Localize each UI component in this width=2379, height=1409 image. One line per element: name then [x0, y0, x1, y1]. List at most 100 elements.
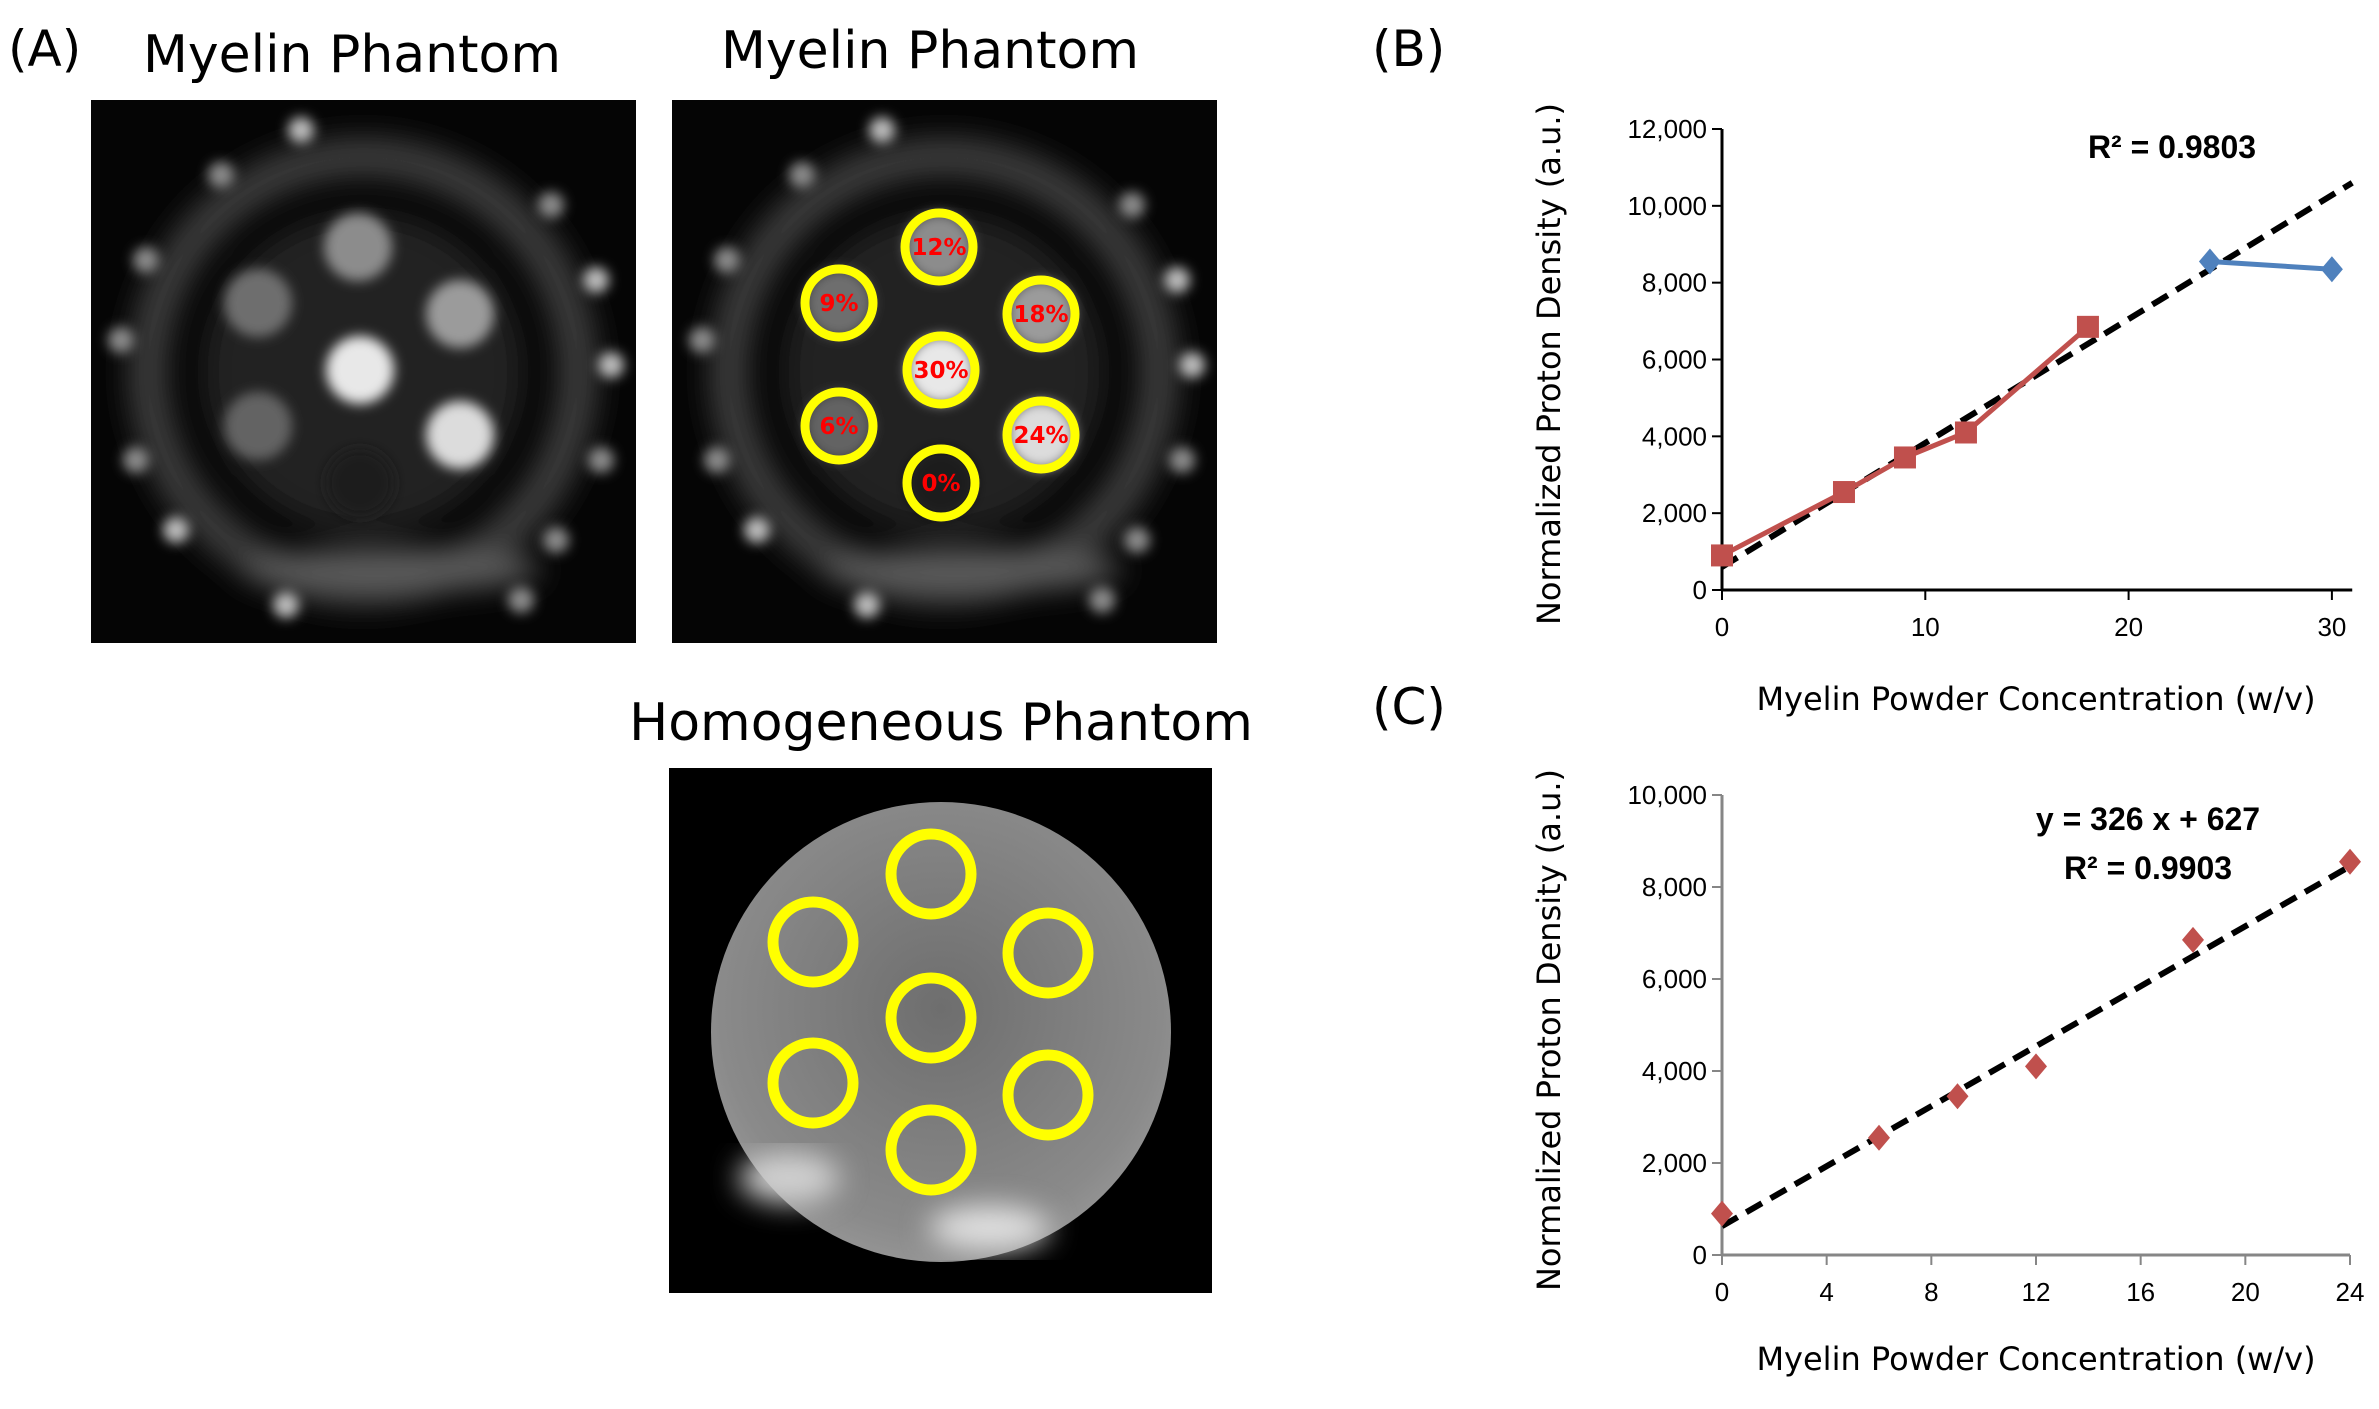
marker-dot — [273, 592, 299, 618]
marker-dot — [588, 447, 614, 473]
data-point — [2339, 848, 2361, 875]
roi-circle — [885, 972, 977, 1064]
x-tick-label: 12 — [2022, 1277, 2051, 1307]
sample-vial — [224, 392, 292, 460]
data-point — [1832, 481, 1855, 504]
panel-a-label: (A) — [8, 20, 81, 78]
x-tick-label: 16 — [2126, 1277, 2155, 1307]
sample-vial — [1007, 401, 1075, 469]
chart-b-xlabel: Myelin Powder Concentration (w/v) — [1756, 680, 2315, 718]
marker-dot — [1169, 447, 1195, 473]
roi-circle — [800, 264, 878, 342]
bright-artifacts — [739, 1153, 1049, 1250]
marker-dot — [108, 327, 134, 353]
marker-dot — [1119, 192, 1145, 218]
y-tick-label: 8,000 — [1642, 268, 1707, 298]
sample-vial — [324, 213, 392, 281]
trendline — [1720, 863, 2352, 1229]
data-point — [1868, 1124, 1890, 1151]
image3-title: Homogeneous Phantom — [629, 693, 1253, 753]
sample-vial — [805, 269, 873, 337]
series-line — [2209, 259, 2333, 272]
roi-circle — [1002, 275, 1080, 353]
y-tick-label: 0 — [1693, 1240, 1707, 1270]
marker-dot — [1179, 352, 1205, 378]
x-tick-label: 0 — [1715, 612, 1729, 642]
data-point — [1893, 446, 1916, 469]
roi-circle — [885, 1104, 977, 1196]
roi-label: 18% — [1013, 302, 1068, 328]
y-tick-label: 6,000 — [1642, 964, 1707, 994]
sample-vials — [805, 213, 1075, 517]
panel-c-label: (C) — [1372, 678, 1446, 736]
homogeneous-phantom-image — [669, 768, 1212, 1293]
marker-dot — [508, 587, 534, 613]
sample-vial — [907, 449, 975, 517]
chart-b: 0 2,000 4,000 6,000 8,000 10,000 12,000 0 10 20 30 — [1627, 114, 2354, 642]
trendline — [1720, 180, 2354, 570]
x-tick-label: 10 — [1911, 612, 1940, 642]
y-tick-label: 10,000 — [1627, 780, 1707, 810]
sample-vial — [1007, 280, 1075, 348]
roi-circle — [902, 331, 980, 409]
data-point — [2182, 926, 2204, 953]
roi-circle — [900, 208, 978, 286]
y-tick-label: 4,000 — [1642, 421, 1707, 451]
marker-dot — [208, 162, 234, 188]
data-point — [1954, 421, 1977, 444]
marker-dot — [714, 247, 740, 273]
x-tick-label: 20 — [2114, 612, 2143, 642]
y-tick-label: 6,000 — [1642, 345, 1707, 375]
y-tick-label: 0 — [1693, 575, 1707, 605]
data-point — [2076, 315, 2099, 338]
chart-c-xlabel: Myelin Powder Concentration (w/v) — [1756, 1340, 2315, 1378]
marker-dot — [789, 162, 815, 188]
marker-dot — [854, 592, 880, 618]
roi-label: 9% — [819, 291, 858, 317]
chart-c: 0 2,000 4,000 6,000 8,000 10,000 0 4 8 12 16 20 24 — [1627, 780, 2364, 1307]
x-tick-label: 30 — [2317, 612, 2346, 642]
artifact — [929, 1206, 1049, 1250]
y-tick-label: 2,000 — [1642, 498, 1707, 528]
chart-c-r2: R² = 0.9903 — [2064, 850, 2232, 886]
marker-dot — [163, 517, 189, 543]
x-tick-label: 0 — [1715, 1277, 1729, 1307]
myelin-phantom-roi-image: 12% 9% 18% 30% 6% 24% 0% — [672, 100, 1217, 643]
roi-circle — [1002, 1049, 1094, 1141]
x-tick-label: 8 — [1924, 1277, 1938, 1307]
marker-dot — [598, 352, 624, 378]
y-tick-label: 8,000 — [1642, 872, 1707, 902]
marker-dot — [133, 247, 159, 273]
myelin-phantom-image — [91, 100, 636, 643]
marker-dot — [689, 327, 715, 353]
image1-title: Myelin Phantom — [143, 25, 561, 85]
roi-label: 30% — [913, 358, 968, 384]
marker-dot — [1089, 587, 1115, 613]
bottom-streak — [822, 548, 1122, 592]
marker-dot — [543, 527, 569, 553]
roi-circle — [800, 387, 878, 465]
y-tick-label: 4,000 — [1642, 1056, 1707, 1086]
chart-b-r2: R² = 0.9803 — [2088, 129, 2256, 165]
sample-vial — [905, 213, 973, 281]
roi-circle — [1002, 907, 1094, 999]
y-tick-label: 12,000 — [1627, 114, 1707, 144]
chart-b-ylabel: Normalized Proton Density (a.u.) — [1530, 103, 1568, 625]
sample-vial — [326, 336, 394, 404]
sample-vial — [426, 280, 494, 348]
data-point — [2320, 256, 2343, 283]
image2-title: Myelin Phantom — [721, 21, 1139, 81]
marker-dot — [1164, 267, 1190, 293]
sample-vial — [224, 269, 292, 337]
series-line — [1720, 324, 2090, 558]
marker-dot — [288, 117, 314, 143]
sample-vial — [805, 392, 873, 460]
sample-vial — [426, 401, 494, 469]
data-point — [1711, 1200, 1733, 1227]
marker-dot — [744, 517, 770, 543]
roi-label: 12% — [911, 235, 966, 261]
marker-dot — [538, 192, 564, 218]
marker-dot — [704, 447, 730, 473]
bottom-streak — [241, 548, 541, 592]
